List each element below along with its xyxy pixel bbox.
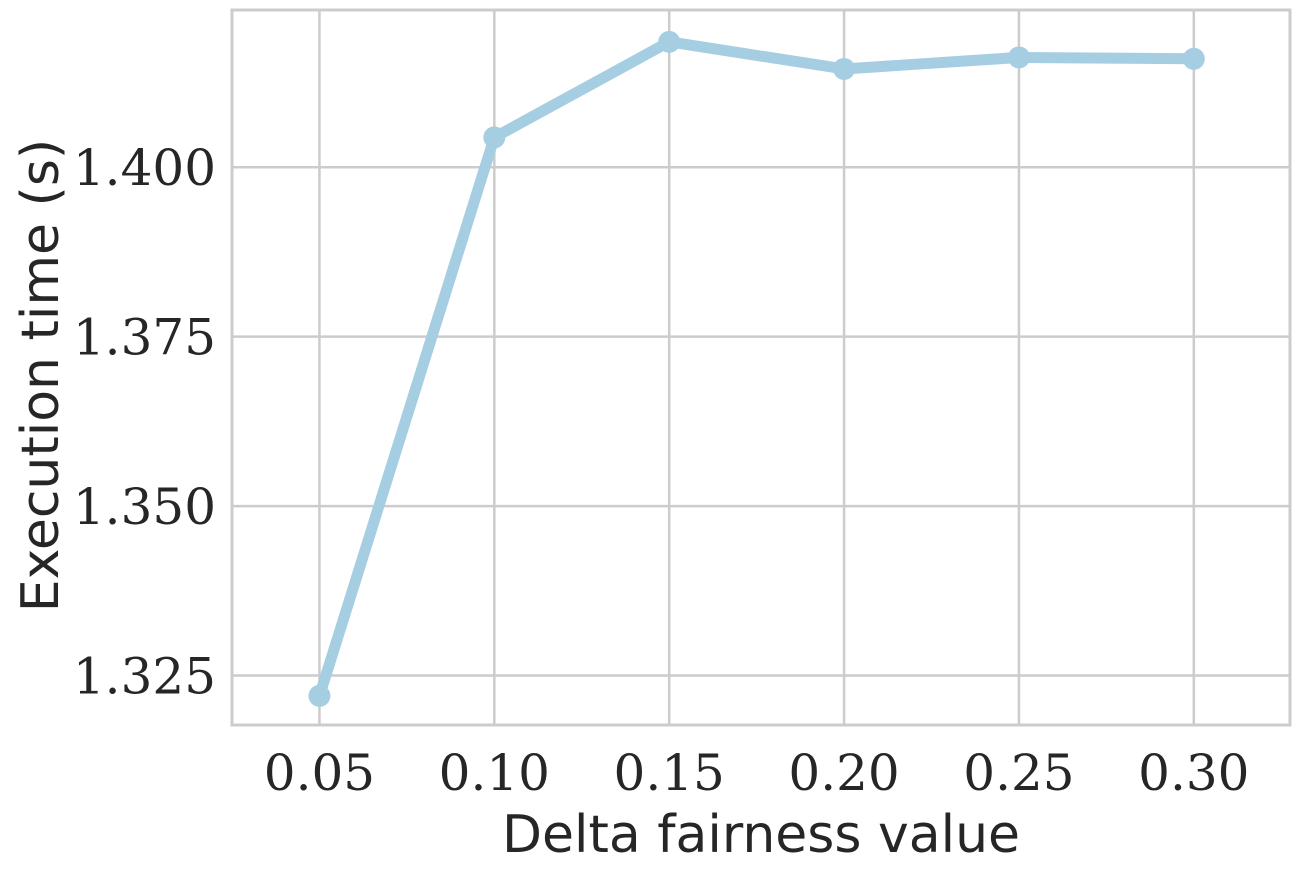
data-point: [1182, 47, 1205, 70]
series-layer: [308, 30, 1205, 707]
y-tick-label: 1.400: [73, 139, 216, 197]
y-tick-labels: 1.325 1.350 1.375 1.400: [73, 139, 216, 705]
x-tick-label: 0.15: [614, 744, 725, 802]
x-tick-label: 0.20: [788, 744, 899, 802]
x-tick-label: 0.10: [439, 744, 550, 802]
data-point: [833, 57, 856, 80]
series-line: [313, 36, 1200, 702]
y-axis-label: Execution time (s): [11, 139, 71, 612]
x-tick-label: 0.05: [264, 744, 375, 802]
grid-lines: [232, 10, 1290, 725]
x-axis-label: Delta fairness value: [502, 805, 1020, 865]
x-tick-labels: 0.05 0.10 0.15 0.20 0.25 0.30: [264, 744, 1250, 802]
y-tick-label: 1.325: [73, 648, 216, 706]
x-tick-label: 0.30: [1138, 744, 1249, 802]
y-tick-label: 1.350: [73, 478, 216, 536]
plot-frame: [230, 8, 1292, 727]
data-point: [308, 684, 331, 707]
data-point: [658, 30, 681, 53]
data-point: [1007, 46, 1030, 69]
y-tick-label: 1.375: [73, 309, 216, 367]
x-tick-label: 0.25: [963, 744, 1074, 802]
data-point: [483, 126, 506, 149]
